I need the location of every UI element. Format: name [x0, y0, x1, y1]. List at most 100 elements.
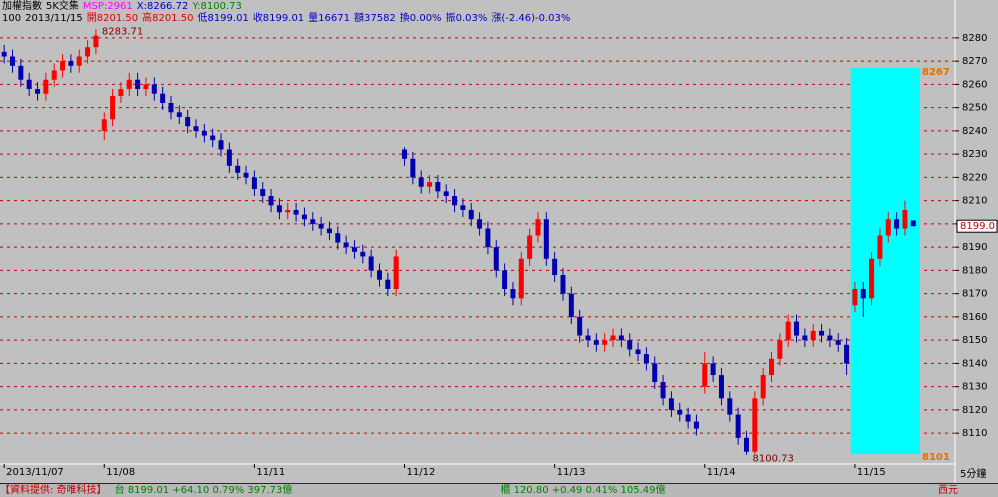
candle-body: [702, 363, 708, 387]
high-annotation: 8283.71: [102, 26, 143, 37]
candle-body: [427, 182, 433, 187]
candle-body: [110, 96, 116, 120]
candle-body: [493, 247, 499, 271]
candle-body: [710, 363, 716, 376]
candle-body: [502, 270, 508, 290]
candle-body: [477, 219, 483, 229]
x-tick-label: 11/13: [557, 467, 586, 478]
candle-body: [43, 79, 49, 94]
candle-body: [618, 335, 624, 341]
y-tick-label: 8220: [962, 172, 987, 183]
indicator: 5K交集: [46, 1, 79, 12]
turnover: 換0.00%: [399, 13, 442, 24]
candle-body: [794, 321, 800, 336]
y-tick-label: 8160: [962, 312, 987, 323]
candle-body: [210, 135, 216, 141]
candle-body: [310, 219, 316, 224]
candle-body: [318, 223, 324, 229]
candle-body: [243, 172, 249, 178]
candle-body: [527, 235, 533, 259]
range-high-label: 8267: [922, 67, 950, 78]
y-tick-label: 8230: [962, 149, 987, 160]
msp: MSP:2961: [82, 1, 133, 12]
header-line1: 加權指數 5K交集 MSP:2961 X:8266.72 Y:8100.73: [2, 1, 242, 13]
candle-body: [218, 140, 224, 150]
candle-body: [910, 220, 916, 227]
count: 100: [2, 13, 22, 24]
candle-body: [869, 258, 875, 299]
candle-body: [518, 258, 524, 299]
candle-body: [610, 335, 616, 341]
amount: 額37582: [353, 13, 396, 24]
y-value: Y:8100.73: [192, 1, 242, 12]
y-tick-label: 8110: [962, 428, 987, 439]
volume: 量16671: [308, 13, 350, 24]
candle-body: [351, 247, 357, 252]
y-tick-label: 8120: [962, 405, 987, 416]
x-tick-label: 11/15: [857, 467, 886, 478]
candle-body: [118, 89, 124, 97]
candle-body: [335, 233, 341, 243]
candle-body: [151, 84, 157, 94]
candle-body: [652, 363, 658, 383]
candle-body: [468, 209, 474, 220]
candle-body: [752, 398, 758, 452]
x-tick-label: 11/14: [707, 467, 736, 478]
candle-body: [543, 219, 549, 259]
candle-body: [819, 330, 825, 336]
y-tick-label: 8260: [962, 79, 987, 90]
candle-body: [326, 228, 332, 234]
candle-body: [101, 119, 107, 131]
header-line2: 100 2013/11/15 開8201.50 高8201.50 低8199.0…: [2, 13, 570, 25]
candle-body: [126, 79, 132, 90]
candle-body: [160, 93, 166, 104]
change: 漲(-2.46)-0.03%: [491, 13, 571, 24]
candle-body: [76, 56, 82, 66]
candle-body: [585, 335, 591, 341]
candle-body: [743, 437, 749, 452]
candle-body: [685, 414, 691, 422]
status-bar: 【資料提供: 奇唯科技】 台 8199.01 +64.10 0.79% 397.…: [0, 483, 998, 497]
candle-body: [777, 340, 783, 359]
y-tick-label: 8170: [962, 289, 987, 300]
x-tick-label: 11/08: [106, 467, 135, 478]
candle-body: [735, 414, 741, 438]
candle-body: [452, 196, 458, 206]
x-tick-label: 2013/11/07: [6, 467, 64, 478]
candle-body: [285, 209, 291, 213]
candle-body: [168, 103, 174, 113]
candle-body: [844, 344, 850, 364]
candle-body: [193, 126, 199, 131]
y-tick-label: 8150: [962, 335, 987, 346]
candle-body: [201, 130, 207, 136]
candle-body: [877, 235, 883, 259]
candle-body: [435, 182, 441, 192]
candle-body: [35, 89, 41, 94]
y-tick-label: 8180: [962, 265, 987, 276]
candle-body: [176, 112, 182, 117]
candle-body: [460, 205, 466, 210]
candle-body: [293, 209, 299, 215]
candle-body: [643, 354, 649, 364]
candle-body: [85, 47, 91, 57]
candle-body: [301, 214, 307, 220]
x-value: X:8266.72: [136, 1, 189, 12]
candle-body: [552, 258, 558, 276]
otc-quote: 櫃 120.80 +0.49 0.41% 105.49億: [500, 485, 666, 496]
candle-body: [727, 398, 733, 415]
candle-body: [852, 289, 858, 306]
candle-body: [769, 358, 775, 376]
candle-body: [894, 219, 900, 229]
candle-body: [26, 79, 32, 90]
candle-body: [718, 375, 724, 399]
candle-body: [135, 79, 141, 90]
candle-body: [185, 116, 191, 127]
candle-body: [360, 251, 366, 257]
high: 高8201.50: [142, 13, 194, 24]
amplitude: 振0.03%: [445, 13, 488, 24]
low: 低8199.01: [197, 13, 249, 24]
candle-body: [418, 177, 424, 187]
